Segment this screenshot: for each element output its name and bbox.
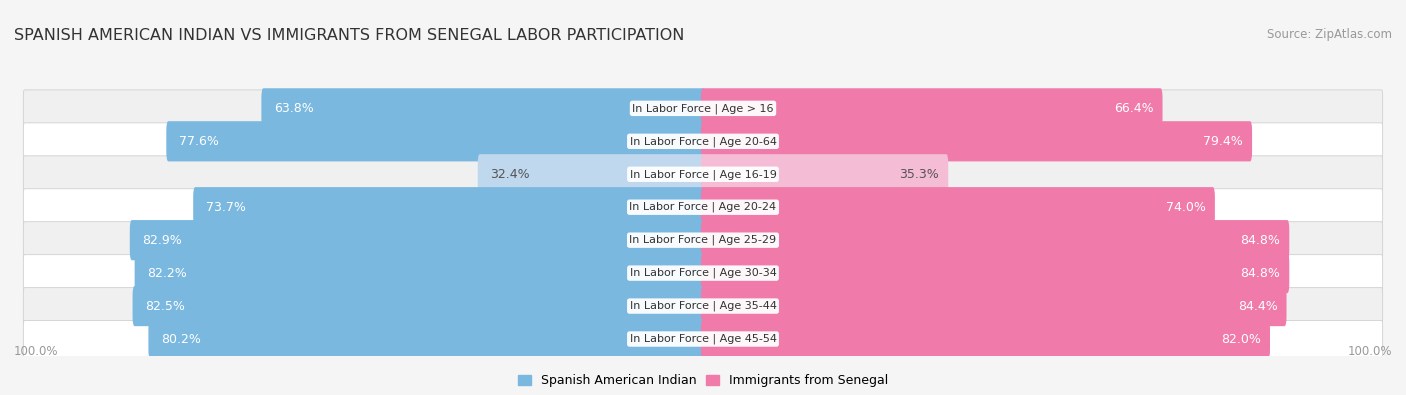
Text: 66.4%: 66.4% [1114, 102, 1153, 115]
Text: 77.6%: 77.6% [179, 135, 218, 148]
Text: 32.4%: 32.4% [491, 168, 530, 181]
FancyBboxPatch shape [149, 319, 704, 359]
FancyBboxPatch shape [702, 121, 1253, 162]
Text: In Labor Force | Age 45-54: In Labor Force | Age 45-54 [630, 334, 776, 344]
Text: 35.3%: 35.3% [900, 168, 939, 181]
Text: 63.8%: 63.8% [274, 102, 314, 115]
Text: 82.9%: 82.9% [142, 234, 181, 246]
FancyBboxPatch shape [24, 156, 1382, 193]
Text: 84.8%: 84.8% [1240, 267, 1281, 280]
Legend: Spanish American Indian, Immigrants from Senegal: Spanish American Indian, Immigrants from… [513, 369, 893, 392]
FancyBboxPatch shape [129, 220, 704, 260]
Text: 74.0%: 74.0% [1166, 201, 1206, 214]
Text: 80.2%: 80.2% [160, 333, 201, 346]
FancyBboxPatch shape [24, 321, 1382, 357]
Text: 100.0%: 100.0% [1347, 345, 1392, 358]
FancyBboxPatch shape [24, 90, 1382, 127]
Text: 100.0%: 100.0% [14, 345, 59, 358]
Text: In Labor Force | Age 35-44: In Labor Force | Age 35-44 [630, 301, 776, 311]
FancyBboxPatch shape [24, 222, 1382, 259]
Text: In Labor Force | Age 25-29: In Labor Force | Age 25-29 [630, 235, 776, 245]
Text: 79.4%: 79.4% [1204, 135, 1243, 148]
Text: 82.2%: 82.2% [148, 267, 187, 280]
FancyBboxPatch shape [193, 187, 704, 227]
Text: In Labor Force | Age 16-19: In Labor Force | Age 16-19 [630, 169, 776, 179]
Text: In Labor Force | Age 30-34: In Labor Force | Age 30-34 [630, 268, 776, 278]
Text: 82.5%: 82.5% [145, 299, 184, 312]
FancyBboxPatch shape [702, 187, 1215, 227]
Text: SPANISH AMERICAN INDIAN VS IMMIGRANTS FROM SENEGAL LABOR PARTICIPATION: SPANISH AMERICAN INDIAN VS IMMIGRANTS FR… [14, 28, 685, 43]
FancyBboxPatch shape [132, 286, 704, 326]
Text: In Labor Force | Age 20-24: In Labor Force | Age 20-24 [630, 202, 776, 213]
Text: Source: ZipAtlas.com: Source: ZipAtlas.com [1267, 28, 1392, 41]
FancyBboxPatch shape [135, 253, 704, 293]
FancyBboxPatch shape [702, 319, 1270, 359]
Text: In Labor Force | Age > 16: In Labor Force | Age > 16 [633, 103, 773, 114]
Text: 84.4%: 84.4% [1237, 299, 1278, 312]
Text: 84.8%: 84.8% [1240, 234, 1281, 246]
Text: 73.7%: 73.7% [205, 201, 246, 214]
FancyBboxPatch shape [262, 88, 704, 128]
FancyBboxPatch shape [702, 88, 1163, 128]
FancyBboxPatch shape [702, 220, 1289, 260]
FancyBboxPatch shape [24, 189, 1382, 226]
FancyBboxPatch shape [702, 286, 1286, 326]
Text: 82.0%: 82.0% [1222, 333, 1261, 346]
FancyBboxPatch shape [702, 253, 1289, 293]
FancyBboxPatch shape [702, 154, 948, 194]
FancyBboxPatch shape [24, 288, 1382, 325]
FancyBboxPatch shape [24, 255, 1382, 292]
FancyBboxPatch shape [166, 121, 704, 162]
Text: In Labor Force | Age 20-64: In Labor Force | Age 20-64 [630, 136, 776, 147]
FancyBboxPatch shape [24, 123, 1382, 160]
FancyBboxPatch shape [478, 154, 704, 194]
